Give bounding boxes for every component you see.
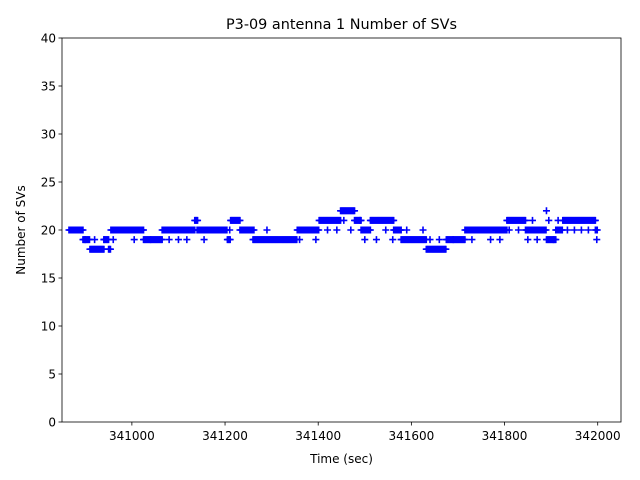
y-tick-label: 5 bbox=[48, 367, 56, 381]
data-point bbox=[137, 226, 145, 234]
data-point bbox=[524, 236, 532, 244]
data-point bbox=[351, 207, 359, 215]
data-point bbox=[522, 216, 530, 224]
data-point bbox=[200, 236, 208, 244]
data-point bbox=[515, 226, 523, 234]
data-point bbox=[226, 226, 234, 234]
chart-title: P3-09 antenna 1 Number of SVs bbox=[226, 17, 457, 33]
x-tick-label: 341000 bbox=[109, 429, 155, 443]
data-point bbox=[333, 226, 341, 234]
x-axis-title: Time (sec) bbox=[309, 452, 373, 466]
data-point bbox=[116, 226, 124, 234]
y-tick-label: 25 bbox=[41, 175, 56, 189]
data-point bbox=[570, 226, 578, 234]
y-tick-label: 30 bbox=[41, 127, 56, 141]
data-point bbox=[240, 226, 248, 234]
y-tick-label: 20 bbox=[41, 223, 56, 237]
x-tick-label: 341400 bbox=[295, 429, 341, 443]
data-point bbox=[449, 236, 457, 244]
data-point bbox=[554, 216, 562, 224]
data-point bbox=[461, 236, 469, 244]
data-point bbox=[356, 216, 364, 224]
data-point bbox=[361, 236, 369, 244]
data-point bbox=[174, 236, 182, 244]
data-point bbox=[91, 236, 99, 244]
data-point bbox=[584, 226, 592, 234]
data-point bbox=[435, 236, 443, 244]
data-point bbox=[315, 226, 323, 234]
data-point bbox=[249, 236, 257, 244]
data-point bbox=[165, 236, 173, 244]
data-point bbox=[296, 236, 304, 244]
data-point bbox=[390, 216, 398, 224]
data-point bbox=[496, 236, 504, 244]
y-tick-label: 40 bbox=[41, 31, 56, 45]
x-tick-label: 341600 bbox=[388, 429, 434, 443]
y-tick-label: 10 bbox=[41, 319, 56, 333]
data-point bbox=[147, 236, 155, 244]
data-point bbox=[533, 236, 541, 244]
data-point bbox=[263, 226, 271, 234]
y-tick-label: 15 bbox=[41, 271, 56, 285]
data-point bbox=[563, 226, 571, 234]
data-point bbox=[505, 226, 513, 234]
data-point bbox=[236, 216, 244, 224]
data-point bbox=[538, 226, 546, 234]
data-point bbox=[372, 236, 380, 244]
data-point bbox=[347, 226, 355, 234]
data-point bbox=[542, 207, 550, 215]
data-point bbox=[158, 236, 166, 244]
data-point bbox=[340, 216, 348, 224]
y-axis-title: Number of SVs bbox=[14, 185, 28, 274]
data-point bbox=[477, 226, 485, 234]
data-point bbox=[106, 245, 114, 253]
data-point bbox=[382, 226, 390, 234]
data-point bbox=[366, 226, 374, 234]
data-point bbox=[109, 236, 117, 244]
x-tick-label: 341200 bbox=[202, 429, 248, 443]
data-point bbox=[487, 236, 495, 244]
data-point bbox=[226, 236, 234, 244]
y-tick-label: 35 bbox=[41, 79, 56, 93]
data-point bbox=[312, 236, 320, 244]
x-tick-label: 341800 bbox=[482, 429, 528, 443]
data-point bbox=[577, 226, 585, 234]
data-point bbox=[250, 226, 258, 234]
data-point bbox=[442, 245, 450, 253]
data-point bbox=[194, 216, 202, 224]
data-point bbox=[81, 236, 89, 244]
data-point bbox=[79, 226, 87, 234]
plot-frame bbox=[61, 37, 622, 423]
data-point bbox=[130, 236, 138, 244]
data-point bbox=[100, 236, 108, 244]
x-axis-ticks: 341000 341200 341400 341600 341800 342000 bbox=[109, 422, 621, 443]
data-point bbox=[183, 236, 191, 244]
data-point bbox=[193, 226, 201, 234]
y-axis-ticks: 0 5 10 15 20 25 30 35 40 bbox=[41, 31, 62, 429]
data-markers bbox=[65, 207, 601, 253]
y-tick-label: 0 bbox=[48, 415, 56, 429]
data-point bbox=[593, 226, 601, 234]
data-point bbox=[591, 216, 599, 224]
data-point bbox=[528, 216, 536, 224]
data-point bbox=[396, 226, 404, 234]
data-point bbox=[426, 236, 434, 244]
data-point bbox=[389, 236, 397, 244]
x-tick-label: 342000 bbox=[575, 429, 621, 443]
data-point bbox=[549, 236, 557, 244]
data-point bbox=[324, 226, 332, 234]
data-point bbox=[468, 236, 476, 244]
data-point bbox=[403, 226, 411, 234]
data-point bbox=[545, 216, 553, 224]
data-point bbox=[593, 236, 601, 244]
data-point bbox=[419, 226, 427, 234]
